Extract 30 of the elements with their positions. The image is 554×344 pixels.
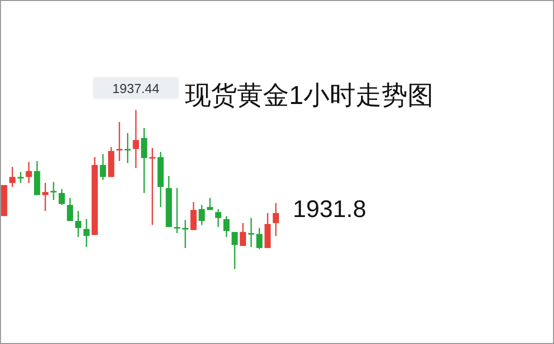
candlestick — [232, 231, 238, 270]
candlestick — [75, 210, 82, 238]
candlestick — [42, 182, 48, 212]
candlestick — [50, 181, 57, 201]
candlestick — [100, 153, 106, 181]
candlestick — [248, 217, 254, 248]
chart-title: 现货黄金1小时走势图 — [185, 80, 434, 110]
candlestick — [190, 201, 197, 231]
candlestick — [18, 171, 24, 184]
candlestick — [26, 161, 32, 184]
candlestick — [141, 127, 148, 194]
text: 1931.8 — [292, 196, 366, 224]
candlestick — [240, 222, 246, 247]
candlestick — [182, 219, 188, 249]
candlestick — [132, 109, 139, 169]
text: 1937.44 — [112, 81, 160, 96]
candlestick — [215, 208, 222, 228]
candlestick — [272, 202, 279, 237]
candlestick — [66, 197, 74, 222]
candlestick — [174, 187, 180, 234]
candlestick — [9, 166, 16, 188]
candlestick — [116, 121, 123, 162]
candlestick — [198, 204, 205, 226]
candlestick — [223, 215, 230, 238]
candlestick — [124, 132, 131, 164]
candlestick — [83, 218, 90, 248]
candlestick — [206, 197, 214, 211]
candlestick — [256, 227, 262, 250]
candlestick — [149, 147, 156, 226]
candlestick — [58, 188, 65, 206]
